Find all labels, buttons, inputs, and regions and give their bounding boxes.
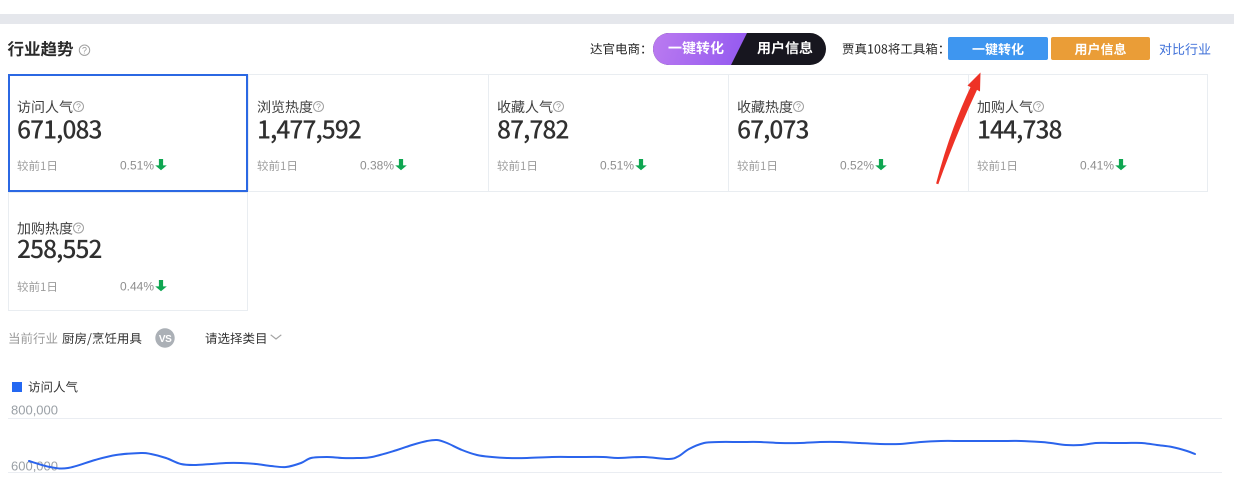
svg-text:?: ? — [556, 102, 561, 112]
svg-text:VS: VS — [159, 334, 172, 345]
svg-text:?: ? — [82, 46, 87, 56]
svg-text:?: ? — [1036, 102, 1041, 112]
svg-text:0.38%: 0.38% — [360, 159, 394, 173]
svg-text:0.51%: 0.51% — [120, 159, 154, 173]
svg-text:0.52%: 0.52% — [840, 159, 874, 173]
svg-text:0.41%: 0.41% — [1080, 159, 1114, 173]
svg-text:600,000: 600,000 — [11, 459, 58, 474]
svg-text:?: ? — [316, 102, 321, 112]
svg-text:0.51%: 0.51% — [600, 159, 634, 173]
svg-text:?: ? — [76, 102, 81, 112]
svg-text:800,000: 800,000 — [11, 403, 58, 418]
svg-text:?: ? — [796, 102, 801, 112]
svg-text:?: ? — [76, 223, 81, 233]
svg-text:0.44%: 0.44% — [120, 280, 154, 294]
